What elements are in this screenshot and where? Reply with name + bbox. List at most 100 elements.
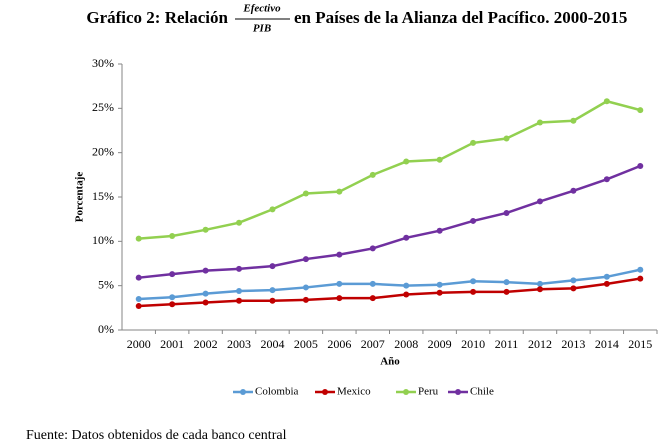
x-tick-label: 2005 [294, 337, 318, 351]
x-tick-label: 2009 [428, 337, 452, 351]
marker [269, 287, 276, 294]
legend-label: Chile [470, 386, 494, 398]
x-tick-label: 2007 [361, 337, 385, 351]
line [138, 268, 641, 301]
marker [236, 219, 243, 226]
marker [236, 265, 243, 272]
x-tick-label: 2002 [194, 337, 218, 351]
marker [637, 162, 644, 169]
title-numerator: Efectivo [242, 3, 281, 15]
legend-marker [322, 389, 328, 395]
x-tick-label: 2000 [127, 337, 151, 351]
marker [336, 280, 343, 287]
legend-label: Colombia [255, 386, 299, 398]
chart-title: Gráfico 2: Relación [86, 8, 228, 27]
marker [236, 297, 243, 304]
source-note: Fuente: Datos obtenidos de cada banco ce… [26, 428, 287, 443]
marker [302, 190, 309, 197]
marker [536, 198, 543, 205]
marker [302, 256, 309, 263]
marker [169, 301, 176, 308]
x-tick-label: 2004 [260, 337, 284, 351]
marker [169, 233, 176, 240]
marker [570, 277, 577, 284]
legend-label: Mexico [337, 386, 371, 398]
marker [570, 117, 577, 124]
chart-title: en Países de la Alianza del Pacífico. 20… [294, 8, 627, 27]
marker [369, 245, 376, 252]
x-tick-label: 2008 [394, 337, 418, 351]
marker [470, 139, 477, 146]
marker [169, 294, 176, 301]
marker [403, 234, 410, 241]
marker [503, 209, 510, 216]
x-tick-label: 2015 [628, 337, 652, 351]
marker [536, 119, 543, 126]
x-tick-label: 2006 [327, 337, 351, 351]
marker [570, 285, 577, 292]
marker [470, 288, 477, 295]
marker [403, 291, 410, 298]
marker [369, 171, 376, 178]
x-axis-title: Año [380, 356, 400, 368]
marker [202, 299, 209, 306]
marker [637, 107, 644, 114]
marker [470, 217, 477, 224]
marker [369, 295, 376, 302]
marker [202, 267, 209, 274]
marker [269, 297, 276, 304]
marker [436, 227, 443, 234]
y-tick-label: 30% [92, 56, 114, 70]
marker [536, 280, 543, 287]
x-tick-label: 2010 [461, 337, 485, 351]
marker [302, 284, 309, 291]
line [138, 99, 641, 240]
marker [336, 295, 343, 302]
marker [269, 263, 276, 270]
line [138, 164, 641, 279]
marker [503, 279, 510, 286]
marker [135, 274, 142, 281]
x-tick-label: 2014 [595, 337, 619, 351]
legend-marker [403, 389, 409, 395]
marker [603, 273, 610, 280]
legend-marker [240, 389, 246, 395]
marker [503, 135, 510, 142]
marker [570, 187, 577, 194]
marker [403, 158, 410, 165]
x-tick-label: 2011 [495, 337, 519, 351]
y-tick-label: 10% [92, 233, 114, 247]
marker [403, 282, 410, 289]
x-tick-label: 2001 [160, 337, 184, 351]
marker [603, 176, 610, 183]
x-tick-label: 2003 [227, 337, 251, 351]
marker [470, 278, 477, 285]
marker [202, 290, 209, 297]
y-tick-label: 5% [98, 277, 114, 291]
x-tick-label: 2013 [561, 337, 585, 351]
legend-label: Peru [418, 386, 439, 398]
legend-marker [455, 389, 461, 395]
marker [135, 303, 142, 310]
marker [369, 280, 376, 287]
marker [336, 188, 343, 195]
marker [135, 235, 142, 242]
marker [503, 288, 510, 295]
marker [302, 296, 309, 303]
marker [269, 206, 276, 213]
y-tick-label: 15% [92, 189, 114, 203]
marker [169, 271, 176, 278]
marker [336, 251, 343, 258]
marker [637, 275, 644, 282]
line [138, 277, 641, 308]
y-axis-title: Porcentaje [74, 172, 86, 223]
marker [637, 266, 644, 273]
title-denominator: PIB [253, 23, 271, 35]
y-tick-label: 0% [98, 322, 114, 336]
marker [436, 289, 443, 296]
marker [135, 295, 142, 302]
marker [603, 98, 610, 105]
marker [436, 156, 443, 163]
x-tick-label: 2012 [528, 337, 552, 351]
